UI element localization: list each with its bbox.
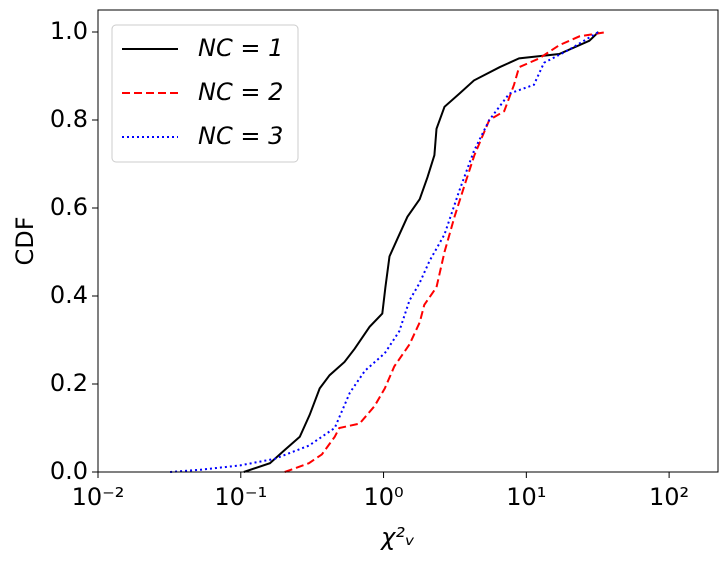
x-tick-label: 10² <box>649 483 689 511</box>
y-tick-label: 0.6 <box>50 193 88 221</box>
y-tick-label: 0.2 <box>50 369 88 397</box>
x-tick-label: 10¹ <box>506 483 546 511</box>
x-tick-label: 10⁻² <box>72 483 125 511</box>
y-axis-label: CDF <box>11 216 39 265</box>
y-tick-label: 0.8 <box>50 105 88 133</box>
cdf-line <box>284 31 608 473</box>
legend-label: NC = 3 <box>198 122 283 150</box>
legend: NC = 1 NC = 2 NC = 3 <box>111 24 299 163</box>
y-tick-label: 1.0 <box>50 17 88 45</box>
x-tick-label: 10⁻¹ <box>214 483 267 511</box>
y-tick-label: 0.0 <box>50 457 88 485</box>
cdf-line <box>243 31 600 473</box>
legend-label: NC = 1 <box>198 34 283 62</box>
plot-frame <box>97 9 719 473</box>
legend-label: NC = 2 <box>198 78 283 106</box>
x-tick-label: 10⁰ <box>363 483 403 511</box>
legend-box <box>111 24 299 163</box>
y-tick-label: 0.4 <box>50 281 88 309</box>
x-axis-label: χ²ᵥ <box>379 523 415 551</box>
